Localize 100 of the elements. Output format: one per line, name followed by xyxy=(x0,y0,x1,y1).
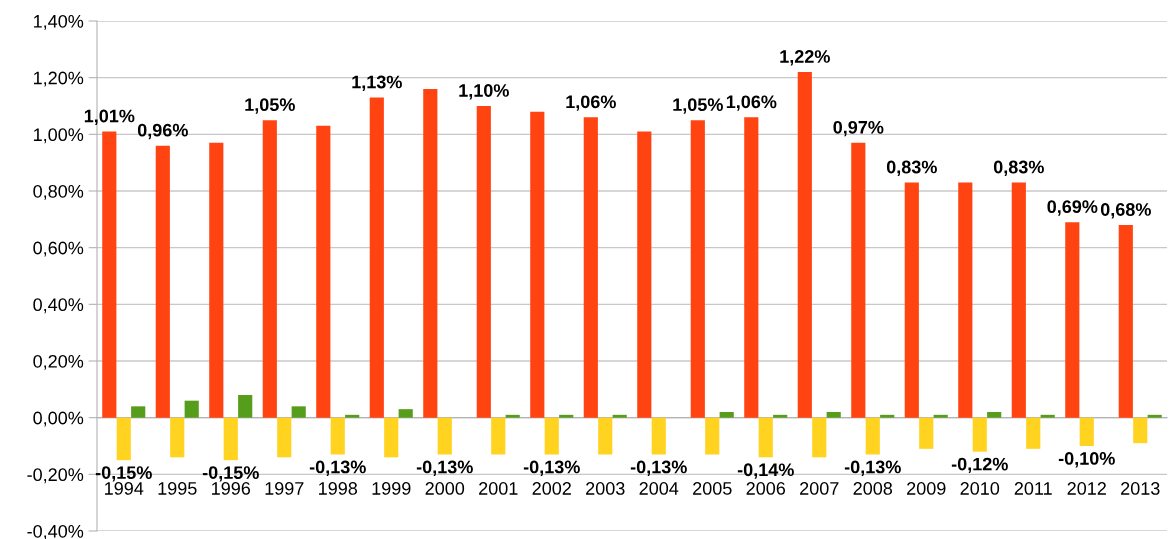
bar xyxy=(530,111,545,418)
bar xyxy=(369,97,384,418)
bar xyxy=(851,142,866,418)
bar xyxy=(476,106,491,418)
x-tick-label: 2003 xyxy=(586,482,625,495)
data-label: 0,83% xyxy=(886,160,937,176)
x-tick-label: 2011 xyxy=(1014,482,1052,495)
x-tick-label: 1996 xyxy=(212,482,251,495)
bar xyxy=(1079,417,1094,446)
bar xyxy=(1147,414,1162,418)
bar xyxy=(345,414,360,418)
bar xyxy=(131,406,146,418)
bar xyxy=(316,125,331,418)
bar xyxy=(291,406,306,418)
bar xyxy=(398,409,413,418)
data-label: -0,15% xyxy=(202,466,259,482)
bar xyxy=(170,417,185,458)
bar xyxy=(116,417,131,461)
bar xyxy=(1065,222,1080,418)
bar xyxy=(1133,417,1148,444)
bar xyxy=(1118,225,1133,418)
y-tick-label: 0,80% xyxy=(33,184,84,200)
bar xyxy=(598,417,613,455)
bar xyxy=(155,145,170,418)
bar xyxy=(505,414,520,418)
bar xyxy=(933,414,948,418)
data-label: -0,15% xyxy=(95,466,152,482)
y-tick-label: -0,20% xyxy=(27,468,84,484)
bar xyxy=(238,395,253,418)
x-tick-label: 2013 xyxy=(1121,482,1160,495)
y-tick-label: 0,00% xyxy=(33,411,84,427)
bar xyxy=(690,120,705,418)
y-tick-label: -0,40% xyxy=(27,524,84,539)
bar xyxy=(797,72,812,418)
data-label: -0,13% xyxy=(523,460,580,476)
x-tick-label: 1999 xyxy=(372,482,411,495)
data-label: -0,13% xyxy=(309,460,366,476)
y-tick-label: 1,20% xyxy=(33,71,84,87)
bar xyxy=(987,412,1002,418)
data-label: -0,10% xyxy=(1058,452,1115,468)
data-label: 1,22% xyxy=(780,50,830,66)
bar xyxy=(209,142,224,418)
data-label: 1,06% xyxy=(566,95,616,111)
x-tick-label: 2004 xyxy=(639,482,679,495)
bar xyxy=(1026,417,1041,449)
y-tick-label: 0,20% xyxy=(33,354,84,370)
bar xyxy=(184,400,199,418)
x-tick-label: 2005 xyxy=(693,482,732,495)
bar xyxy=(773,414,788,418)
data-label: -0,12% xyxy=(951,457,1008,474)
x-tick-label: 2012 xyxy=(1067,482,1106,495)
bar xyxy=(277,417,292,458)
data-label: 0,83% xyxy=(993,160,1044,176)
bar xyxy=(744,117,759,418)
data-label: 0,96% xyxy=(137,123,188,140)
y-tick-label: 1,00% xyxy=(33,128,84,144)
x-tick-label: 1997 xyxy=(265,482,304,495)
bar xyxy=(880,414,895,418)
bar xyxy=(423,89,438,418)
bar xyxy=(102,131,117,418)
bar xyxy=(583,117,598,418)
x-tick-label: 1994 xyxy=(105,482,144,495)
y-tick-label: 0,60% xyxy=(33,241,84,257)
bar xyxy=(919,417,934,449)
bar xyxy=(719,412,734,418)
bar xyxy=(330,417,345,455)
x-tick-label: 2007 xyxy=(800,482,839,495)
bar xyxy=(262,120,277,418)
data-label: -0,14% xyxy=(737,463,794,479)
x-tick-label: 2001 xyxy=(479,482,518,495)
y-tick-label: 0,40% xyxy=(33,298,84,314)
bar xyxy=(958,182,973,418)
bar xyxy=(437,417,452,455)
bar xyxy=(1040,414,1055,418)
bar xyxy=(384,417,399,458)
bar xyxy=(865,417,880,455)
bar xyxy=(559,414,574,418)
data-label: 1,05% xyxy=(673,98,723,114)
x-tick-label: 2009 xyxy=(907,482,946,495)
x-tick-label: 2010 xyxy=(960,482,1000,495)
bar xyxy=(705,417,720,455)
bar xyxy=(491,417,506,455)
data-label: -0,13% xyxy=(844,460,901,476)
x-tick-label: 2002 xyxy=(532,482,571,495)
bar xyxy=(612,414,627,418)
data-label: 0,69% xyxy=(1047,200,1098,216)
data-label: 0,68% xyxy=(1100,203,1151,219)
x-tick-label: 2008 xyxy=(853,482,893,495)
bar xyxy=(812,417,827,458)
x-tick-label: 2000 xyxy=(425,482,465,495)
x-tick-label: 1998 xyxy=(319,482,358,495)
data-label: 0,97% xyxy=(833,120,884,137)
bar xyxy=(651,417,666,455)
x-tick-label: 1995 xyxy=(158,482,197,495)
bar xyxy=(223,417,238,461)
data-label: 1,06% xyxy=(726,95,777,111)
data-label: 1,01% xyxy=(84,109,135,125)
bar xyxy=(826,412,841,418)
data-label: -0,13% xyxy=(630,460,687,476)
data-label: 1,13% xyxy=(352,75,402,91)
